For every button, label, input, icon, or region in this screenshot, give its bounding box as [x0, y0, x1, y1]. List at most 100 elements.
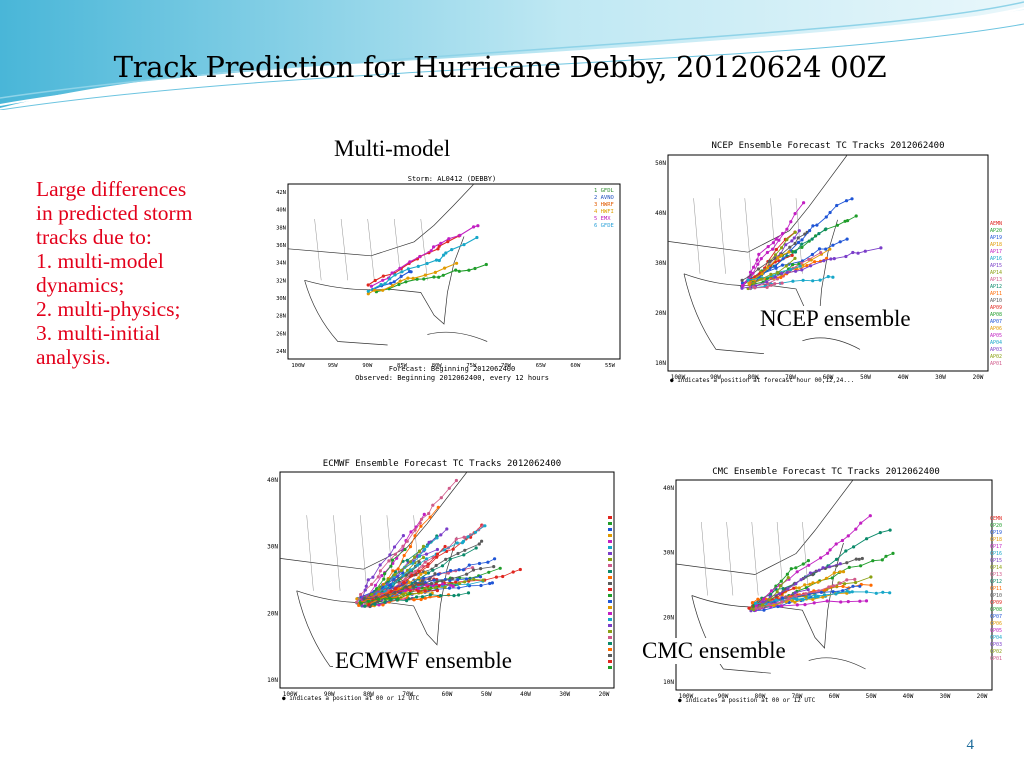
track-point [780, 246, 784, 250]
track-point [511, 570, 515, 574]
lat-tick-label: 40N [267, 477, 278, 484]
track-point [846, 219, 850, 223]
track-point [767, 598, 771, 602]
track-point [410, 573, 414, 577]
track-point [791, 279, 795, 283]
track-point [377, 597, 381, 601]
track-point [467, 268, 471, 272]
member-legend: CEMNCP20CP19CP18CP17CP16CP15CP14CP13CP12… [990, 516, 1002, 662]
state-border [802, 521, 809, 596]
lat-axis: 40N 30N 20N 10N [663, 485, 674, 686]
track-point [818, 278, 822, 282]
track-point [403, 547, 407, 552]
lon-tick-label: 50W [866, 693, 877, 700]
track-point [800, 268, 804, 272]
legend-entry: CP08 [990, 607, 1002, 613]
track-point [442, 548, 447, 552]
state-border [340, 218, 348, 281]
map-frame [287, 183, 621, 360]
track-point [409, 530, 413, 534]
legend-entry: CP13 [990, 572, 1002, 578]
legend-entry: AP11 [990, 291, 1002, 297]
coast-cuba [808, 657, 866, 670]
track-point [797, 586, 801, 590]
legend-swatch [608, 606, 612, 609]
track-point [415, 563, 419, 567]
track-point [841, 570, 846, 574]
state-border [701, 521, 708, 596]
track-point [476, 224, 480, 228]
track-point [408, 545, 413, 549]
track-point [879, 246, 883, 250]
track-point [427, 540, 431, 544]
track-point [421, 555, 426, 560]
track-point [427, 577, 431, 581]
track-point [776, 604, 780, 609]
track-point [366, 578, 370, 582]
track-point [464, 577, 469, 581]
lat-tick-label: 30N [267, 544, 278, 551]
track-point [428, 593, 432, 597]
lat-tick-label: 30N [276, 296, 286, 302]
track-point [878, 531, 882, 535]
track-point [785, 227, 789, 231]
track-point [388, 596, 392, 600]
track-point [774, 598, 778, 602]
track-point [447, 586, 452, 590]
track-point [789, 220, 793, 224]
track-point [821, 595, 825, 599]
track-point [436, 247, 440, 251]
legend-entry: 5 EMX [594, 216, 611, 222]
multi-model-map: Storm: AL0412 (DEBBY) 42N 40N 38N 36N 34N 32N… [276, 175, 621, 382]
legend-swatch [608, 594, 612, 597]
track-point [869, 575, 873, 579]
track-point [802, 201, 806, 205]
track-point [424, 552, 429, 556]
track-point [483, 524, 487, 528]
track-line [757, 591, 890, 608]
track-point [808, 571, 812, 575]
track-point [432, 245, 436, 249]
track-point [817, 232, 821, 236]
legend-entry: AP15 [990, 263, 1002, 269]
track-point [412, 598, 416, 602]
track-point [437, 275, 441, 279]
state-border [367, 218, 375, 281]
lat-tick-label: 40N [655, 210, 666, 217]
track-point [755, 258, 759, 262]
lat-tick-label: 28N [276, 314, 286, 320]
lon-tick-label: 40W [520, 691, 531, 698]
track-point [793, 591, 797, 595]
legend-swatch [608, 636, 612, 639]
track-point [827, 585, 831, 589]
track-point [390, 558, 395, 562]
map-header: NCEP Ensemble Forecast TC Tracks 2012062… [712, 141, 945, 151]
track-point [811, 224, 815, 228]
track-point [454, 268, 458, 272]
track-point [856, 251, 860, 255]
track-point [864, 599, 869, 603]
track-point [388, 583, 392, 587]
ensemble-tracks [355, 478, 522, 609]
track-point [813, 260, 817, 264]
track-point [776, 271, 780, 275]
track-point [779, 584, 783, 588]
track-point [769, 272, 773, 276]
track-point [819, 590, 823, 594]
lon-tick-label: 60W [570, 363, 581, 369]
track-point [769, 589, 774, 593]
legend-entry: AP01 [990, 361, 1002, 367]
track-point [824, 247, 828, 251]
track-point [444, 251, 448, 255]
track-point [806, 559, 810, 563]
legend-entry: AP02 [990, 354, 1002, 360]
lon-axis: 100W 90W 80W 70W 60W 50W 40W 30W 20W [283, 691, 610, 698]
track-point [740, 278, 744, 282]
track-point [446, 571, 450, 575]
track-point [393, 570, 397, 574]
track-point [821, 566, 825, 570]
track-point [773, 282, 777, 286]
track-point [440, 564, 445, 568]
track-point [767, 602, 771, 607]
track-point [794, 269, 798, 273]
